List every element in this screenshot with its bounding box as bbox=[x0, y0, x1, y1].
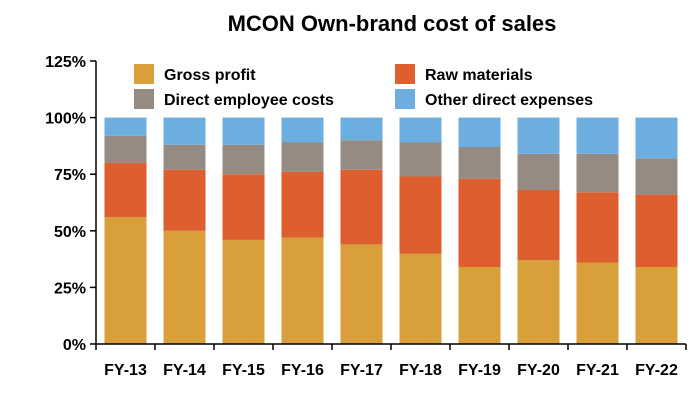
bar-segment-fy-18-series-1 bbox=[399, 176, 442, 254]
bar-segment-fy-15-series-1 bbox=[222, 174, 265, 240]
bar-segment-fy-16-series-0 bbox=[281, 237, 324, 344]
bar-segment-fy-17-series-3 bbox=[340, 117, 383, 141]
legend-swatch-3 bbox=[395, 89, 415, 109]
y-tick-label: 125% bbox=[45, 54, 86, 71]
bar-segment-fy-22-series-0 bbox=[635, 267, 678, 344]
bar-segment-fy-13-series-2 bbox=[104, 135, 147, 163]
bar-segment-fy-17-series-2 bbox=[340, 140, 383, 170]
y-tick-label: 50% bbox=[54, 224, 86, 241]
bar-segment-fy-22-series-3 bbox=[635, 117, 678, 159]
bar-segment-fy-15-series-3 bbox=[222, 117, 265, 145]
legend: Gross profit Raw materials Direct employee… bbox=[134, 64, 593, 109]
legend-label-3: Other direct expenses bbox=[425, 92, 593, 109]
bar-segment-fy-21-series-2 bbox=[576, 153, 619, 193]
bar-segment-fy-14-series-1 bbox=[163, 169, 206, 231]
legend-swatch-1 bbox=[395, 64, 415, 84]
bar-segment-fy-13-series-3 bbox=[104, 117, 147, 136]
x-tick-label: FY-16 bbox=[281, 362, 324, 379]
x-tick-label: FY-14 bbox=[163, 362, 206, 379]
y-tick-label: 100% bbox=[45, 111, 86, 128]
bar-segment-fy-18-series-0 bbox=[399, 253, 442, 344]
bar-segment-fy-13-series-0 bbox=[104, 217, 147, 344]
bars-layer bbox=[104, 117, 678, 344]
legend-label-1: Raw materials bbox=[425, 67, 533, 84]
y-tick-label: 25% bbox=[54, 280, 86, 297]
bar-segment-fy-16-series-2 bbox=[281, 142, 324, 172]
bar-segment-fy-21-series-1 bbox=[576, 192, 619, 263]
x-tick-label: FY-20 bbox=[517, 362, 560, 379]
bar-segment-fy-18-series-2 bbox=[399, 142, 442, 177]
bar-segment-fy-22-series-1 bbox=[635, 194, 678, 267]
legend-label-2: Direct employee costs bbox=[164, 92, 334, 109]
x-tick-label: FY-18 bbox=[399, 362, 442, 379]
bar-segment-fy-16-series-3 bbox=[281, 117, 324, 143]
bar-segment-fy-15-series-0 bbox=[222, 239, 265, 344]
x-tick-label: FY-19 bbox=[458, 362, 501, 379]
bar-segment-fy-18-series-3 bbox=[399, 117, 442, 143]
legend-swatch-2 bbox=[134, 89, 154, 109]
bar-segment-fy-20-series-0 bbox=[517, 260, 560, 344]
bar-segment-fy-20-series-2 bbox=[517, 153, 560, 190]
bar-segment-fy-21-series-0 bbox=[576, 262, 619, 344]
bar-segment-fy-14-series-3 bbox=[163, 117, 206, 145]
bar-segment-fy-19-series-1 bbox=[458, 178, 501, 267]
legend-label-0: Gross profit bbox=[164, 67, 256, 84]
chart-title: MCON Own-brand cost of sales bbox=[228, 11, 557, 36]
x-tick-label: FY-17 bbox=[340, 362, 383, 379]
bar-segment-fy-20-series-1 bbox=[517, 190, 560, 261]
bar-segment-fy-14-series-2 bbox=[163, 144, 206, 170]
bar-segment-fy-17-series-0 bbox=[340, 244, 383, 344]
bar-segment-fy-21-series-3 bbox=[576, 117, 619, 154]
bar-segment-fy-19-series-0 bbox=[458, 267, 501, 344]
axes-layer: 0% 25% 50% 75% 100% 125% FY-13 FY-14 FY-15 FY-16 F… bbox=[45, 54, 687, 379]
bar-segment-fy-20-series-3 bbox=[517, 117, 560, 154]
bar-segment-fy-19-series-3 bbox=[458, 117, 501, 147]
y-tick-label: 75% bbox=[54, 167, 86, 184]
x-tick-label: FY-21 bbox=[576, 362, 619, 379]
legend-swatch-0 bbox=[134, 64, 154, 84]
x-tick-label: FY-15 bbox=[222, 362, 265, 379]
y-tick-label: 0% bbox=[63, 337, 86, 354]
bar-segment-fy-16-series-1 bbox=[281, 171, 324, 238]
x-tick-label: FY-13 bbox=[104, 362, 147, 379]
bar-segment-fy-17-series-1 bbox=[340, 169, 383, 245]
x-tick-label: FY-22 bbox=[635, 362, 678, 379]
bar-segment-fy-22-series-2 bbox=[635, 158, 678, 195]
bar-segment-fy-13-series-1 bbox=[104, 162, 147, 218]
bar-segment-fy-19-series-2 bbox=[458, 147, 501, 179]
bar-segment-fy-14-series-0 bbox=[163, 230, 206, 344]
bar-segment-fy-15-series-2 bbox=[222, 144, 265, 175]
